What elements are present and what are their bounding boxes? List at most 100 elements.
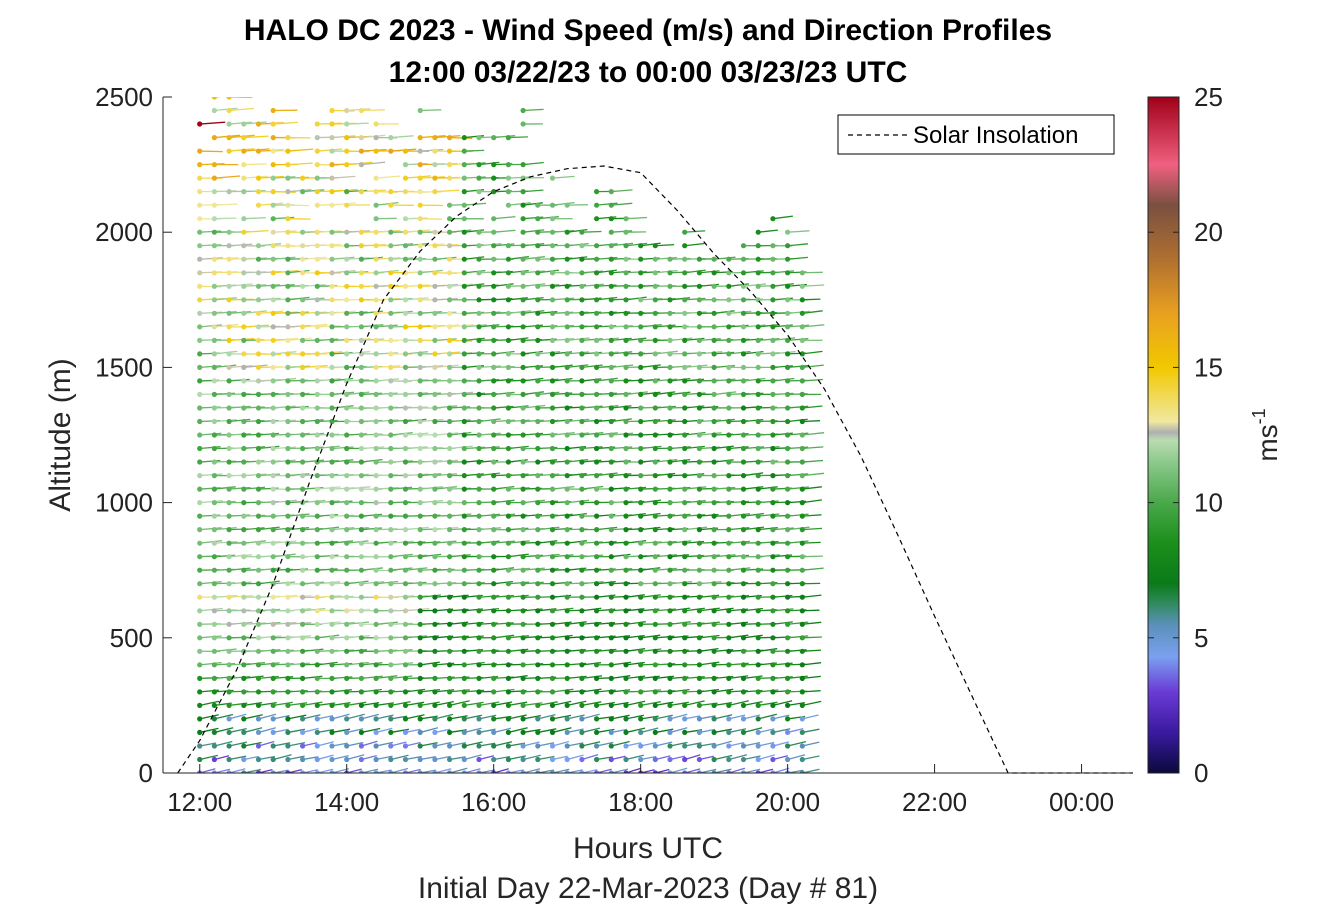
wind-barb-shaft [376, 392, 398, 396]
wind-barb-shaft [787, 418, 808, 423]
wind-barb-point [564, 243, 570, 249]
wind-barb-point [255, 324, 262, 330]
wind-barb-shaft [611, 728, 628, 734]
wind-barb-shaft [420, 109, 442, 112]
wind-barb-point [285, 473, 291, 479]
wind-barb-point [314, 121, 320, 127]
wind-barb-point [638, 256, 644, 262]
wind-barb-point [461, 581, 467, 587]
wind-barb-point [285, 243, 291, 249]
wind-barb-shaft [611, 189, 633, 193]
wind-barb-shaft [802, 567, 824, 571]
wind-barb-point [520, 635, 526, 641]
wind-barb-point [255, 675, 262, 682]
wind-barb-shaft [420, 148, 444, 152]
wind-barb-point [491, 364, 497, 370]
colorbar-tick-label: 20 [1194, 217, 1223, 247]
wind-barb-shaft [243, 163, 267, 166]
wind-barb-point [270, 418, 276, 425]
wind-barb-point [344, 756, 350, 763]
wind-barb-point [344, 635, 350, 641]
wind-barb-point [285, 202, 291, 208]
wind-barb-point [608, 432, 614, 438]
wind-barb-shaft [346, 634, 370, 639]
wind-barb-point [211, 418, 217, 425]
wind-barb-point [300, 324, 306, 330]
wind-barb-point [785, 567, 791, 573]
wind-barb-point [476, 702, 482, 709]
wind-barb-point [300, 486, 306, 492]
wind-barb-point [241, 648, 247, 654]
wind-barb-point [491, 337, 497, 343]
wind-barb-shaft [464, 337, 485, 342]
wind-barb-point [211, 202, 217, 208]
wind-barb-shaft [743, 283, 767, 287]
wind-barb-point [432, 378, 438, 384]
wind-barb-shaft [376, 378, 400, 382]
wind-barb-point [285, 608, 291, 614]
wind-barb-point [300, 770, 306, 773]
wind-barb-point [696, 675, 703, 682]
wind-barb-shaft [684, 242, 705, 247]
wind-barb-shaft [522, 202, 543, 206]
wind-barb-point [447, 729, 453, 736]
wind-barb-point [226, 135, 232, 141]
wind-barb-point [255, 337, 262, 343]
wind-barb-point [579, 459, 585, 465]
wind-barb-shaft [346, 350, 370, 355]
wind-barb-point [344, 608, 350, 614]
wind-barb-point [314, 473, 320, 479]
wind-barb-point [726, 324, 732, 330]
wind-barb-point [755, 351, 761, 357]
wind-barb-point [388, 459, 394, 465]
wind-barb-point [476, 567, 482, 573]
wind-barb-shaft [346, 108, 371, 112]
wind-barb-shaft [684, 607, 705, 612]
wind-barb-point [520, 297, 526, 303]
wind-barb-point [241, 729, 247, 736]
wind-barb-point [358, 756, 364, 763]
wind-barb-shaft [655, 755, 671, 761]
wind-barb-shaft [317, 714, 334, 720]
wind-barb-shaft [478, 527, 501, 531]
wind-barb-point [638, 729, 644, 736]
wind-barb-point [344, 135, 350, 141]
wind-barb-point [579, 594, 585, 600]
wind-barb-point [241, 513, 247, 519]
wind-barb-point [417, 256, 423, 262]
wind-barb-point [344, 513, 350, 519]
wind-barb-shaft [405, 755, 422, 761]
wind-barb-point [520, 445, 526, 452]
wind-barb-shaft [229, 621, 253, 625]
wind-barb-point [549, 229, 556, 235]
wind-barb-point [505, 527, 511, 533]
wind-barb-point [329, 148, 335, 154]
wind-barb-point [799, 608, 805, 614]
wind-barb-shaft [655, 714, 673, 720]
wind-barb-point [344, 256, 350, 262]
wind-barb-point [682, 743, 688, 749]
wind-barb-point [402, 189, 409, 195]
wind-barb-point [461, 297, 467, 303]
wind-barb-point [549, 405, 556, 411]
wind-barb-shaft [361, 567, 383, 571]
wind-barb-shaft [434, 338, 457, 342]
wind-barb-shaft [214, 364, 237, 369]
wind-barb-shaft [449, 324, 474, 328]
wind-barb-shaft [361, 768, 379, 773]
wind-barb-point [682, 310, 688, 316]
wind-barb-point [505, 743, 511, 749]
wind-barb-shaft [581, 688, 602, 693]
wind-barb-point [461, 500, 467, 506]
wind-barb-point [476, 594, 482, 600]
wind-barb-point [535, 581, 541, 587]
wind-barb-shaft [434, 324, 459, 328]
wind-barb-point [623, 621, 629, 627]
wind-barb-shaft [758, 728, 775, 734]
wind-barb-point [402, 743, 409, 749]
wind-barb-point [388, 554, 394, 560]
wind-barb-point [564, 567, 570, 573]
wind-barb-point [211, 378, 217, 384]
wind-barb-point [314, 283, 320, 289]
wind-barb-point [711, 351, 717, 357]
